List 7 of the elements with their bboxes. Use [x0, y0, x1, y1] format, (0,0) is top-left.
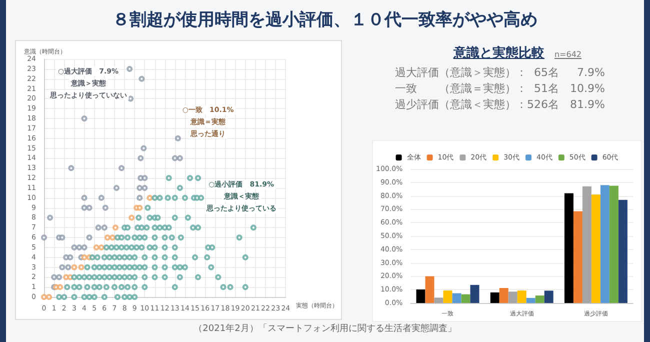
text: 一致 （意識＝実態）： 51名 10.9%: [395, 81, 606, 97]
text: n=642: [554, 50, 582, 59]
text: ８割超が使用時間を過小評価、１０代一致率がやや高め: [112, 9, 538, 31]
text: 過少評価（意識＜実態）：526名 81.9%: [395, 97, 606, 113]
text: 意識と実態比較: [453, 46, 544, 61]
text: （2021年2月）「スマートフォン利用に関する生活者実態調査」: [192, 322, 458, 335]
text: 過大評価（意識＞実態）： 65名 7.9%: [395, 65, 606, 81]
